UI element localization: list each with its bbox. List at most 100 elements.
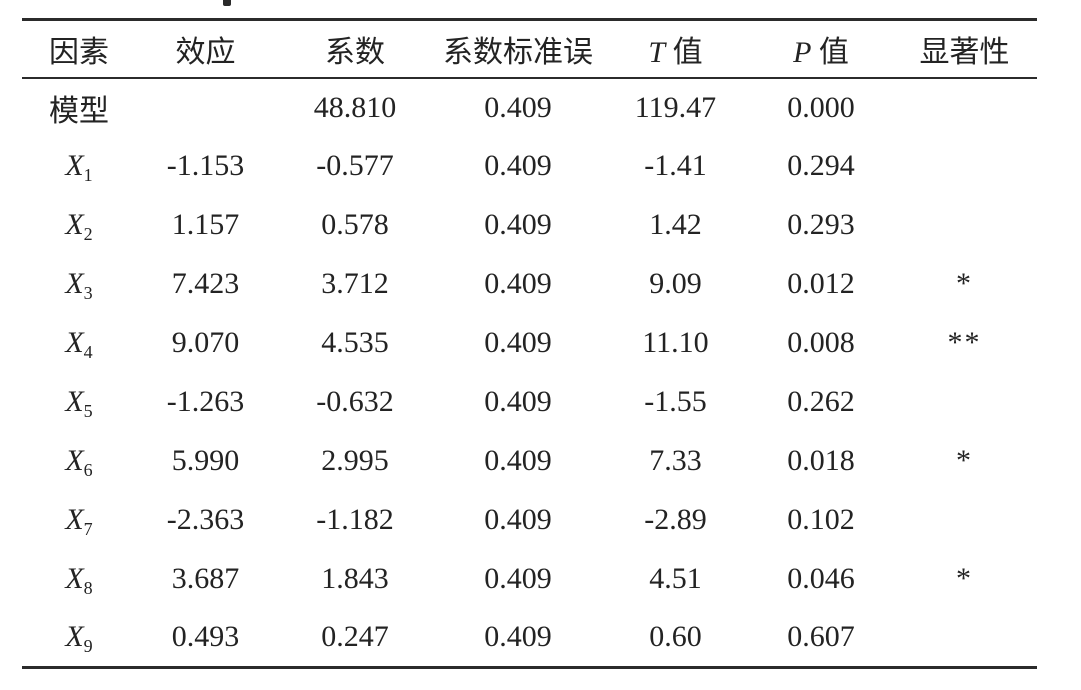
- factor-cell: X6: [22, 432, 136, 491]
- column-header-4: T 值: [601, 19, 750, 79]
- std-error-cell: 0.409: [484, 385, 552, 418]
- effect-cell: -1.263: [166, 385, 245, 418]
- factor-cell: X2: [22, 196, 136, 255]
- table-row: X4 9.070 4.535 0.409 11.10 0.008 **: [22, 314, 1037, 373]
- p-value-cell: 0.046: [787, 562, 855, 595]
- effect-cell: 0.493: [171, 620, 240, 654]
- significance-cell: [892, 196, 1037, 255]
- significance-cell: [892, 609, 1037, 668]
- factor-subscript: 2: [83, 224, 93, 244]
- table-row: X6 5.990 2.995 0.409 7.33 0.018 *: [22, 432, 1037, 491]
- t-value-cell: 9.09: [649, 267, 702, 300]
- column-header-2: 系数: [275, 19, 435, 79]
- factor-cell: X5: [22, 373, 136, 432]
- p-value-cell: 0.000: [787, 90, 855, 124]
- coefficient-cell: 48.810: [313, 90, 397, 124]
- t-value-cell: 4.51: [649, 562, 702, 595]
- factor-subscript: 3: [83, 283, 93, 303]
- std-error-cell: 0.409: [484, 620, 552, 654]
- t-value-cell: -2.89: [644, 503, 707, 536]
- factor-cell: X1: [22, 137, 136, 196]
- significance-cell: *: [956, 562, 973, 595]
- table-row: X9 0.493 0.247 0.409 0.60 0.607: [22, 609, 1037, 668]
- std-error-cell: 0.409: [484, 562, 552, 595]
- coefficient-cell: -1.182: [316, 503, 394, 536]
- coefficient-cell: -0.577: [316, 149, 394, 182]
- header-italic-letter: P: [793, 35, 812, 69]
- factor-cell: X4: [22, 314, 136, 373]
- t-value-cell: 119.47: [634, 90, 717, 124]
- factor-subscript: 1: [83, 165, 93, 185]
- std-error-cell: 0.409: [484, 208, 552, 241]
- factor-cell: X7: [22, 491, 136, 550]
- table-row: X5 -1.263 -0.632 0.409 -1.55 0.262: [22, 373, 1037, 432]
- factor-letter: X: [65, 267, 84, 300]
- significance-cell: **: [947, 326, 982, 359]
- p-value-cell: 0.008: [787, 326, 855, 359]
- significance-cell: [892, 137, 1037, 196]
- p-value-cell: 0.293: [787, 208, 855, 241]
- significance-cell: [892, 78, 1037, 137]
- coefficient-cell: 0.247: [321, 620, 389, 654]
- coefficient-cell: -0.632: [316, 385, 394, 418]
- table-row: X2 1.157 0.578 0.409 1.42 0.293: [22, 196, 1037, 255]
- factor-letter: X: [65, 326, 84, 359]
- table-row: X8 3.687 1.843 0.409 4.51 0.046 *: [22, 550, 1037, 609]
- significance-cell: *: [956, 267, 973, 300]
- effect-cell: -1.153: [166, 149, 245, 182]
- factor-subscript: 7: [83, 519, 93, 539]
- factor-letter: X: [65, 620, 84, 654]
- p-value-cell: 0.262: [787, 385, 855, 418]
- t-value-cell: -1.55: [644, 385, 707, 418]
- factor-cell: 模型: [49, 94, 109, 128]
- column-header-1: 效应: [136, 19, 275, 79]
- factor-subscript: 8: [83, 578, 93, 598]
- factor-cell: X3: [22, 255, 136, 314]
- std-error-cell: 0.409: [484, 149, 552, 182]
- factor-subscript: 4: [83, 342, 93, 362]
- effect-cell: -2.363: [166, 503, 245, 536]
- factor-letter: X: [65, 562, 84, 595]
- effect-cell: 7.423: [171, 267, 240, 300]
- column-header-3: 系数标准误: [435, 19, 601, 79]
- factor-cell: X9: [22, 609, 136, 668]
- significance-cell: [892, 373, 1037, 432]
- significance-cell: *: [956, 444, 973, 477]
- p-value-cell: 0.018: [787, 444, 855, 477]
- effect-cell: [136, 78, 275, 137]
- column-header-0: 因素: [22, 19, 136, 79]
- std-error-cell: 0.409: [484, 267, 552, 300]
- t-value-cell: 1.42: [649, 208, 702, 241]
- std-error-cell: 0.409: [484, 444, 552, 477]
- factor-subscript: 9: [83, 636, 93, 657]
- coefficient-cell: 1.843: [321, 562, 389, 595]
- table-row: 模型 48.810 0.409 119.47 0.000: [22, 78, 1037, 137]
- effect-cell: 3.687: [171, 562, 240, 595]
- effect-cell: 5.990: [171, 444, 240, 477]
- coefficient-cell: 4.535: [321, 326, 389, 359]
- p-value-cell: 0.607: [787, 620, 855, 654]
- p-value-cell: 0.294: [787, 149, 855, 182]
- table-row: X3 7.423 3.712 0.409 9.09 0.012 *: [22, 255, 1037, 314]
- table-row: X1 -1.153 -0.577 0.409 -1.41 0.294: [22, 137, 1037, 196]
- factor-cell: X8: [22, 550, 136, 609]
- factor-subscript: 5: [83, 401, 93, 421]
- coefficient-cell: 3.712: [321, 267, 389, 300]
- t-value-cell: 7.33: [649, 444, 702, 477]
- table-body: 模型 48.810 0.409 119.47 0.000 X1 -1.153 -0.577 0.…: [22, 78, 1037, 668]
- coefficient-cell: 2.995: [321, 444, 389, 477]
- std-error-cell: 0.409: [484, 90, 552, 124]
- cropped-caption-fragment: [223, 0, 231, 6]
- t-value-cell: -1.41: [644, 149, 707, 182]
- factor-letter: X: [65, 503, 84, 536]
- column-header-5: P 值: [750, 19, 892, 79]
- coefficient-cell: 0.578: [321, 208, 389, 241]
- factor-letter: X: [65, 208, 84, 241]
- significance-cell: [892, 491, 1037, 550]
- p-value-cell: 0.012: [787, 267, 855, 300]
- effect-cell: 9.070: [171, 326, 240, 359]
- factor-letter: X: [65, 149, 84, 182]
